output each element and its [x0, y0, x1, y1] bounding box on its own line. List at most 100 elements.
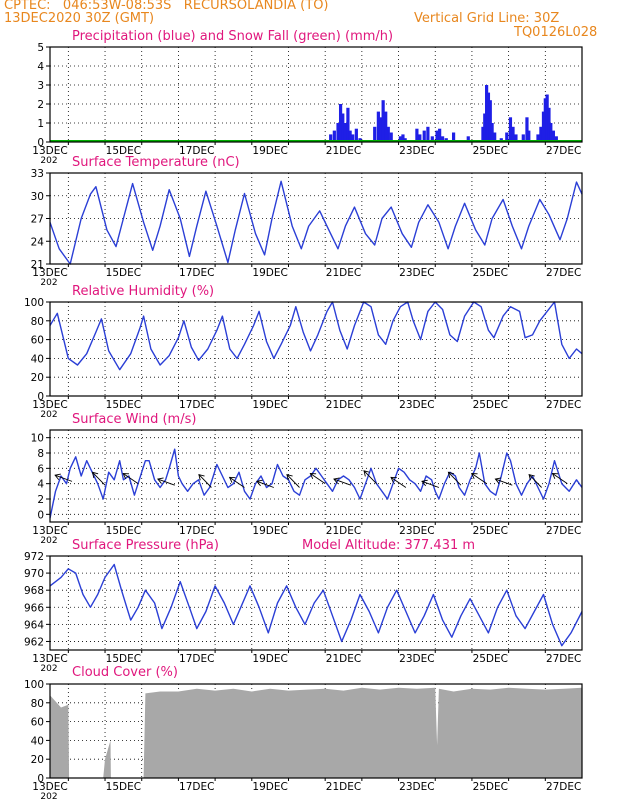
pressure-x-tick-label: 13DEC: [32, 653, 67, 665]
temperature-x-tick-label: 15DEC: [106, 267, 141, 279]
precip-bar: [508, 117, 513, 142]
wind-arrow-head: [390, 476, 397, 483]
precip-bar: [543, 98, 547, 142]
cloud-y-tick-label: 80: [31, 698, 44, 710]
temperature-title: Surface Temperature (nC): [72, 155, 240, 170]
precip-bar: [440, 136, 445, 142]
humidity-x-tick-label: 15DEC: [106, 399, 141, 411]
precip-frame: [49, 46, 583, 143]
wind-arrow: [256, 480, 274, 488]
precip-bar: [341, 113, 345, 142]
wind-arrow-head: [309, 473, 317, 479]
temperature-x-tick-label: 13DEC: [32, 267, 67, 279]
wind-y-tick-label: 10: [31, 433, 44, 445]
precip-bar: [398, 136, 402, 142]
temperature-x-tick-label: 17DEC: [179, 267, 214, 279]
pressure-frame: [49, 555, 583, 651]
precip-bar: [376, 111, 380, 142]
wind-arrow-head: [198, 473, 205, 481]
pressure-x-tick-label: 27DEC: [546, 653, 581, 665]
cloud-x-tick-label: 13DEC: [32, 781, 67, 793]
wind-x-tick-label: 25DEC: [473, 525, 508, 537]
wind-arrow: [92, 471, 106, 486]
precip-bar: [435, 130, 439, 142]
precip-bar: [348, 130, 352, 142]
pressure-y-tick-label: 972: [24, 551, 44, 563]
precip-bar: [332, 130, 336, 142]
wind-arrow: [363, 470, 377, 484]
pressure-x-tick-label: 25DEC: [473, 653, 508, 665]
cloud-y-tick-label: 100: [24, 679, 44, 691]
wind-arrow: [286, 474, 300, 488]
wind-y-tick-label: 6: [37, 463, 44, 475]
temperature-line: [49, 180, 583, 265]
pressure-y-tick-label: 962: [24, 636, 44, 648]
precip-bar: [511, 126, 515, 142]
precip-bar: [525, 117, 529, 142]
wind-panel: 0 2 4 6 8 10 13DEC 15DEC 17DEC 19DEC 21DEC 23DEC 25D…: [31, 429, 583, 546]
wind-x-tick-label: 15DEC: [106, 525, 141, 537]
pressure-y-tick-label: 964: [24, 619, 44, 631]
wind-arrow-head: [228, 476, 236, 483]
temperature-y-tick-label: 27: [31, 214, 44, 226]
cloud-title: Cloud Cover (%): [72, 665, 178, 680]
precip-y-tick-label: 5: [37, 42, 44, 54]
precip-y-tick-label: 2: [37, 99, 44, 111]
humidity-y-tick-label: 100: [24, 297, 44, 309]
precip-bar: [346, 107, 350, 142]
precip-bar: [373, 126, 377, 142]
wind-y-tick-label: 4: [37, 479, 44, 491]
precip-bar: [545, 94, 549, 142]
wind-arrow-head: [54, 473, 61, 481]
precip-y-tick-label: 3: [37, 80, 44, 92]
temperature-x-tick-label: 27DEC: [546, 267, 581, 279]
precip-bar: [539, 126, 543, 142]
temperature-y-tick-label: 24: [31, 236, 45, 248]
run-date: 13DEC2020 30Z (GMT): [4, 11, 155, 26]
temperature-x-tick-label: 19DEC: [252, 267, 287, 279]
wind-arrow: [528, 474, 542, 488]
wind-arrow-head: [447, 471, 455, 479]
precip-bar: [430, 136, 434, 142]
precip-bar: [338, 104, 343, 142]
precip-bar: [379, 117, 383, 142]
wind-frame: [49, 429, 583, 523]
precip-bar: [401, 134, 405, 142]
precip-bar: [481, 126, 485, 142]
precip-bar: [466, 136, 470, 142]
wind-arrow-head: [421, 479, 428, 487]
temperature-y-tick-label: 21: [31, 259, 44, 271]
wind-arrow: [310, 473, 326, 485]
temperature-year-stub: 202: [40, 278, 57, 288]
precip-bar: [486, 92, 491, 142]
cloud-cover-area: [50, 687, 582, 778]
precip-x-tick-label: 19DEC: [252, 145, 287, 157]
wind-arrow-head: [528, 473, 535, 481]
precip-title: Precipitation (blue) and Snow Fall (gree…: [72, 29, 394, 44]
precip-x-tick-label: 17DEC: [179, 145, 214, 157]
wind-arrow: [54, 474, 73, 482]
precip-bar: [415, 128, 419, 142]
precip-bar: [351, 134, 355, 142]
wind-year-stub: 202: [40, 536, 57, 546]
wind-x-tick-label: 27DEC: [546, 525, 581, 537]
wind-arrow: [157, 478, 175, 486]
precip-bar: [551, 130, 555, 142]
wind-arrow: [198, 474, 212, 488]
humidity-x-tick-label: 21DEC: [326, 399, 361, 411]
temperature-y-tick-label: 30: [31, 191, 44, 203]
precip-bar: [354, 128, 358, 142]
humidity-y-tick-label: 0: [37, 391, 44, 403]
cloud-y-tick-label: 60: [31, 717, 44, 729]
precip-x-tick-label: 21DEC: [326, 145, 361, 157]
wind-line: [49, 448, 583, 519]
precip-x-tick-label: 25DEC: [473, 145, 508, 157]
wind-x-tick-label: 17DEC: [179, 525, 214, 537]
precip-bar: [422, 130, 426, 142]
precip-bar: [514, 134, 518, 142]
cloud-x-tick-label: 25DEC: [473, 781, 508, 793]
precip-x-tick-label: 27DEC: [546, 145, 581, 157]
model-code: TQ0126L028: [514, 25, 598, 40]
station-header: CPTEC: 046:53W-08:53S RECURSOLANDIA (TO): [4, 0, 329, 13]
precip-x-tick-label: 15DEC: [106, 145, 141, 157]
